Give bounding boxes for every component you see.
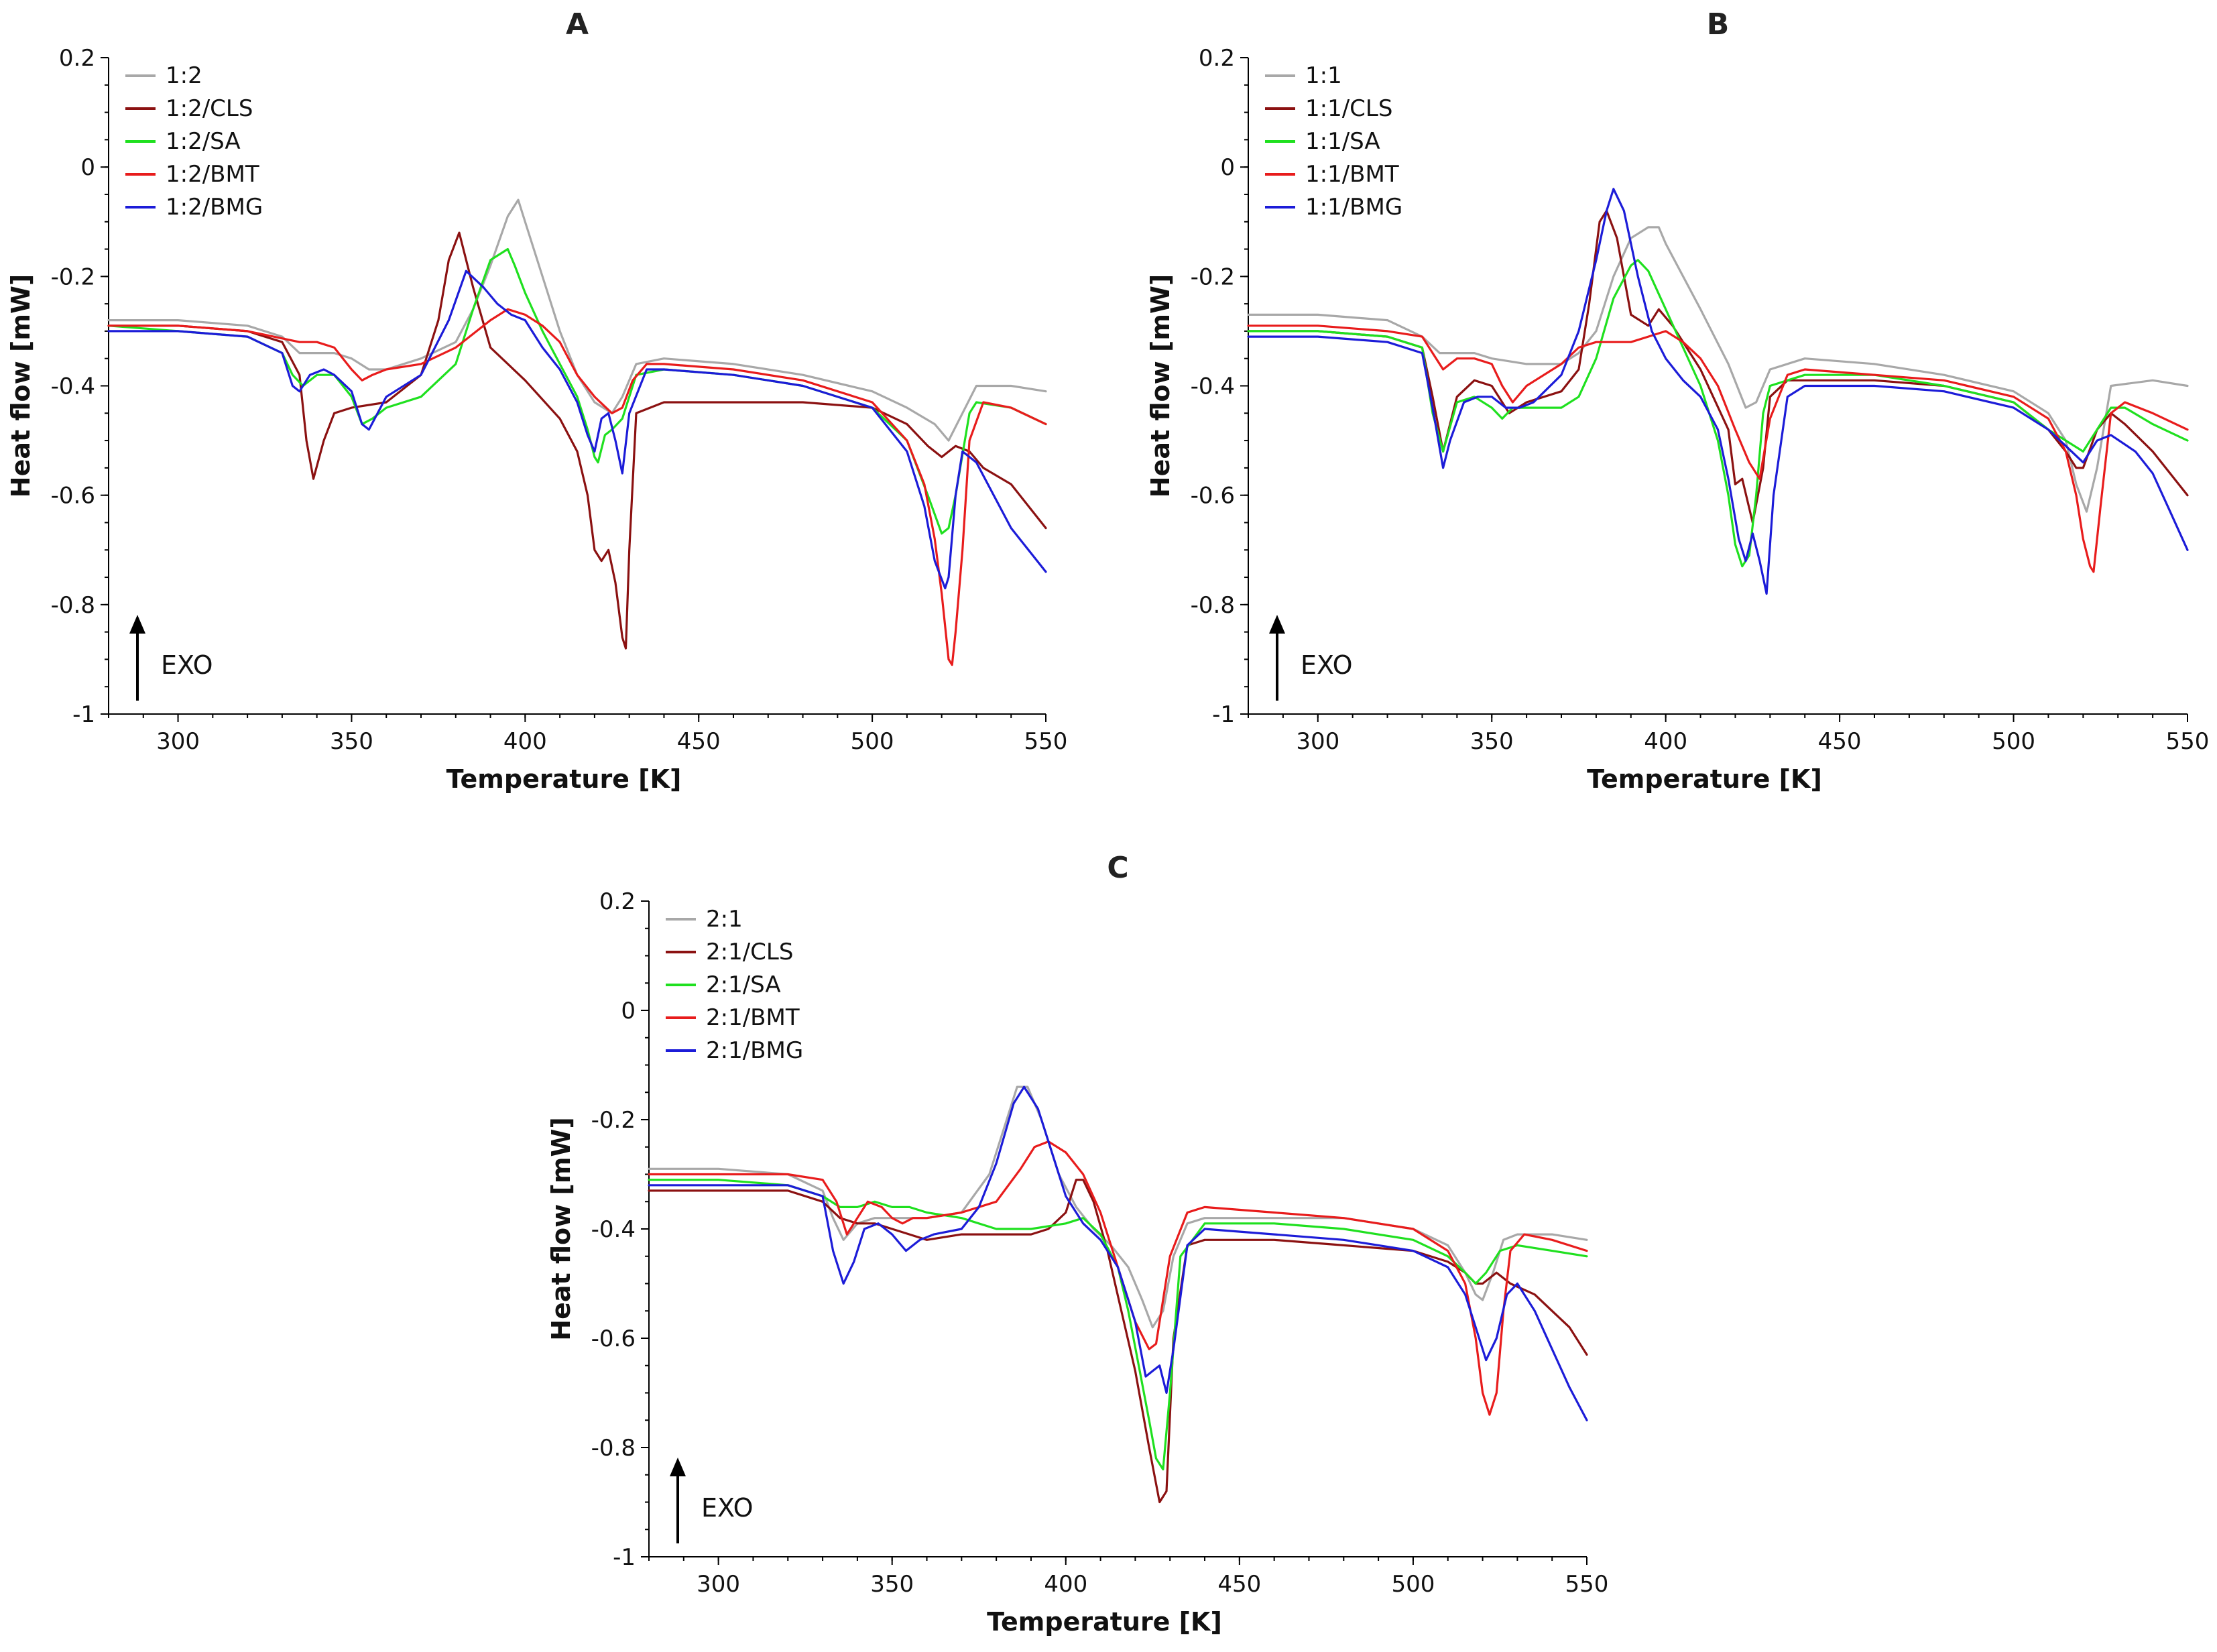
y-tick-label: -0.6 bbox=[1191, 483, 1235, 510]
legend-label: 1:1/SA bbox=[1305, 128, 1380, 155]
legend-label: 2:1/CLS bbox=[706, 939, 793, 965]
y-tick-label: -1 bbox=[613, 1544, 636, 1571]
x-axis-title: Temperature [K] bbox=[446, 764, 682, 794]
y-tick-label: 0.2 bbox=[1199, 45, 1235, 72]
exo-annotation: EXO bbox=[129, 615, 213, 701]
legend-label: 1:1 bbox=[1305, 62, 1342, 89]
exo-arrow-head-icon bbox=[1269, 615, 1285, 634]
legend-label: 1:1/BMG bbox=[1305, 194, 1402, 221]
x-tick-label: 550 bbox=[2166, 728, 2210, 755]
panel-letter: B bbox=[1707, 7, 1730, 42]
legend-label: 1:2/SA bbox=[166, 128, 241, 155]
exo-label: EXO bbox=[701, 1493, 754, 1523]
x-tick-label: 400 bbox=[1044, 1571, 1087, 1598]
y-tick-label: -0.4 bbox=[1191, 373, 1235, 400]
legend-label: 2:1/BMT bbox=[706, 1004, 800, 1031]
y-tick-label: -1 bbox=[1212, 701, 1235, 728]
legend: 2:1 2:1/CLS 2:1/SA 2:1/BMT 2:1/BMG bbox=[666, 906, 803, 1064]
y-tick-label: 0 bbox=[621, 998, 636, 1024]
exo-arrow-head-icon bbox=[129, 615, 145, 634]
series-line-1-2-cls bbox=[107, 231, 1047, 650]
y-tick-label: 0 bbox=[80, 154, 95, 181]
series-line-1-2 bbox=[107, 198, 1047, 442]
x-tick-label: 500 bbox=[1391, 1571, 1435, 1598]
x-tick-label: 300 bbox=[1296, 728, 1339, 755]
y-tick-label: -0.8 bbox=[591, 1435, 636, 1462]
x-axis-title: Temperature [K] bbox=[987, 1607, 1222, 1637]
panel-a: A 0.2 0 -0.2 -0.4 -0.6 -0.8 -1 300 350 400 450 500 55… bbox=[6, 7, 1067, 794]
exo-label: EXO bbox=[161, 650, 213, 680]
series-line-1-1-bmg bbox=[1247, 188, 2189, 595]
x-tick-label: 300 bbox=[156, 728, 200, 755]
series-line-1-1-bmt bbox=[1247, 324, 2189, 573]
x-tick-label: 350 bbox=[330, 728, 373, 755]
legend-label: 1:1/CLS bbox=[1305, 95, 1392, 122]
exo-arrow-head-icon bbox=[670, 1458, 686, 1476]
y-axis-title: Heat flow [mW] bbox=[546, 1117, 576, 1340]
x-tick-label: 550 bbox=[1024, 728, 1068, 755]
y-axis-title: Heat flow [mW] bbox=[1146, 274, 1175, 497]
panel-b: B 0.2 0 -0.2 -0.4 -0.6 -0.8 -1 300 350 400 450 500 55… bbox=[1146, 7, 2209, 794]
panel-letter: C bbox=[1107, 851, 1128, 885]
x-tick-label: 450 bbox=[1818, 728, 1862, 755]
legend-label: 1:1/BMT bbox=[1305, 161, 1399, 188]
exo-label: EXO bbox=[1301, 650, 1353, 680]
panel-c: C 0.2 0 -0.2 -0.4 -0.6 -0.8 -1 300 350 400 450 500 55… bbox=[546, 851, 1608, 1637]
y-tick-label: -0.6 bbox=[51, 483, 95, 510]
y-tick-label: -0.8 bbox=[1191, 592, 1235, 619]
y-tick-label: -0.4 bbox=[51, 373, 95, 400]
y-tick-label: -0.2 bbox=[51, 263, 95, 290]
series-line-2-1-bmt bbox=[648, 1140, 1588, 1416]
legend-label: 1:2/BMG bbox=[166, 194, 263, 221]
x-tick-label: 350 bbox=[1470, 728, 1514, 755]
y-tick-label: 0 bbox=[1220, 154, 1235, 181]
x-tick-label: 400 bbox=[503, 728, 547, 755]
series-line-2-1-bmg bbox=[648, 1085, 1588, 1421]
series-line-1-2-bmg bbox=[107, 270, 1047, 590]
x-tick-label: 450 bbox=[677, 728, 721, 755]
x-tick-label: 300 bbox=[697, 1571, 740, 1598]
y-tick-label: -0.6 bbox=[591, 1325, 636, 1352]
y-tick-label: -0.2 bbox=[1191, 263, 1235, 290]
x-tick-label: 550 bbox=[1565, 1571, 1609, 1598]
y-tick-label: -0.2 bbox=[591, 1107, 636, 1134]
y-axis-title: Heat flow [mW] bbox=[6, 274, 36, 497]
y-tick-label: -0.8 bbox=[51, 592, 95, 619]
legend-label: 2:1/BMG bbox=[706, 1037, 803, 1064]
exo-annotation: EXO bbox=[670, 1458, 754, 1543]
exo-annotation: EXO bbox=[1269, 615, 1353, 701]
y-tick-label: -1 bbox=[72, 701, 95, 728]
legend-label: 1:2/CLS bbox=[166, 95, 253, 122]
series-line-1-2-sa bbox=[107, 247, 1047, 535]
legend-label: 2:1 bbox=[706, 906, 743, 933]
panel-letter: A bbox=[566, 7, 589, 42]
y-tick-label: 0.2 bbox=[599, 888, 636, 915]
x-tick-label: 500 bbox=[851, 728, 894, 755]
x-tick-label: 400 bbox=[1644, 728, 1687, 755]
x-axis-title: Temperature [K] bbox=[1587, 764, 1822, 794]
y-tick-label: 0.2 bbox=[59, 45, 95, 72]
legend-label: 1:2/BMT bbox=[166, 161, 259, 188]
x-tick-label: 500 bbox=[1992, 728, 2035, 755]
legend-label: 2:1/SA bbox=[706, 971, 781, 998]
legend-label: 1:2 bbox=[166, 62, 202, 89]
series-line-1-2-bmt bbox=[107, 308, 1047, 666]
y-tick-label: -0.4 bbox=[591, 1216, 636, 1243]
x-tick-label: 450 bbox=[1217, 1571, 1261, 1598]
x-tick-label: 350 bbox=[870, 1571, 914, 1598]
legend: 1:1 1:1/CLS 1:1/SA 1:1/BMT 1:1/BMG bbox=[1265, 62, 1402, 221]
legend: 1:2 1:2/CLS 1:2/SA 1:2/BMT 1:2/BMG bbox=[125, 62, 263, 221]
